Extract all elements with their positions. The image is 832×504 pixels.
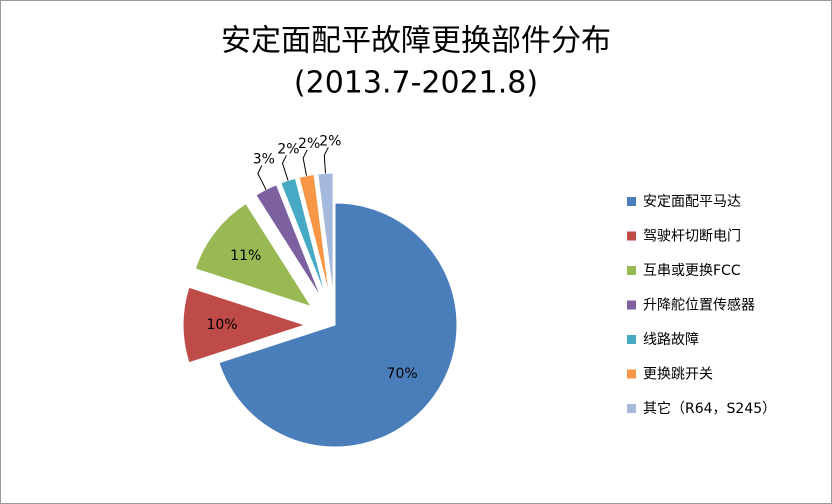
pie-slice: [194, 202, 313, 308]
legend-swatch: [627, 300, 636, 310]
value-label: 11%: [230, 248, 261, 264]
value-label: 10%: [206, 317, 237, 333]
legend-text: 其它（R64，S245）: [643, 400, 776, 417]
value-label: 70%: [387, 366, 418, 382]
value-label: 2%: [277, 141, 299, 157]
leader-line: [257, 165, 267, 190]
legend-swatch: [627, 266, 636, 275]
value-label: 2%: [298, 136, 320, 152]
legend-text: 更换跳开关: [643, 366, 713, 383]
chart-title: 安定面配平故障更换部件分布: [221, 24, 611, 59]
legend-text: 升降舵位置传感器: [643, 297, 755, 314]
leader-line: [323, 147, 329, 174]
pie-slice: [218, 202, 458, 448]
legend-text: 线路故障: [643, 332, 699, 348]
leader-line: [281, 155, 289, 181]
pie-slice: [182, 286, 307, 364]
legend-text: 互串或更换FCC: [643, 262, 741, 279]
value-label: 2%: [319, 133, 341, 149]
pie-slice: [280, 177, 327, 297]
leader-line: [302, 149, 308, 176]
legend-swatch: [627, 335, 636, 344]
legend-swatch: [627, 404, 636, 413]
legend-swatch: [627, 197, 636, 206]
value-label: 3%: [253, 152, 275, 168]
chart-subtitle: (2013.7-2021.8): [294, 66, 538, 101]
legend-text: 安定面配平马达: [643, 194, 741, 210]
legend-swatch: [627, 231, 636, 241]
legend-swatch: [627, 369, 636, 379]
legend-text: 驾驶杆切断电门: [643, 229, 741, 245]
